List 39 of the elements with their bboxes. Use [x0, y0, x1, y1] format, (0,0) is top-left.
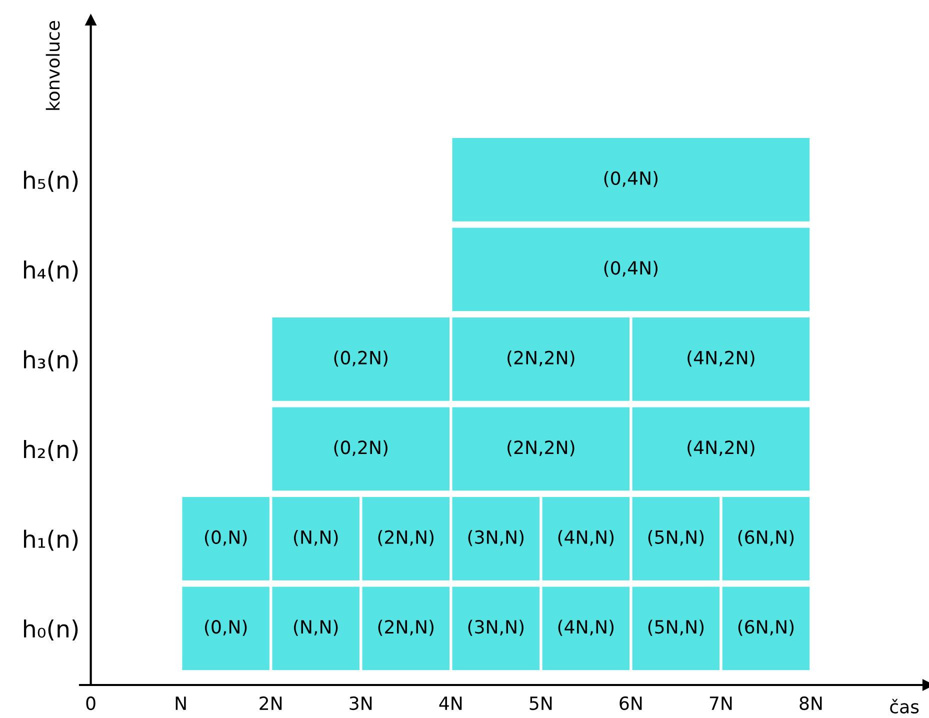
annotation: (4N,2N) — [688, 350, 754, 367]
x-tick-label: 6N — [620, 696, 642, 710]
annotation: (5N,N) — [648, 620, 704, 636]
x-tick-label: 2N — [260, 696, 282, 710]
y-tick-label: h₀(n) — [24, 619, 78, 641]
annotation: (5N,N) — [648, 530, 704, 546]
x-tick-label: 4N — [439, 696, 462, 710]
annotation: (0,2N) — [334, 440, 388, 456]
y-tick-label: h₄(n) — [24, 260, 78, 282]
x-tick-label: 3N — [350, 696, 372, 710]
x-tick-label: 8N — [800, 696, 822, 710]
y-tick-label: h₁(n) — [24, 530, 78, 551]
annotation: (6N,N) — [738, 620, 794, 636]
annotation: (0,2N) — [334, 350, 388, 367]
x-axis-title: čas — [890, 698, 919, 714]
annotation: (4N,N) — [558, 620, 614, 636]
annotation: (0,N) — [204, 530, 247, 546]
annotation: (6N,N) — [738, 530, 794, 546]
y-tick-label: h₃(n) — [24, 350, 78, 372]
y-axis-title: konvoluce — [46, 20, 60, 110]
annotation: (3N,N) — [468, 530, 524, 546]
y-tick-label: h₅(n) — [24, 170, 78, 192]
annotation: (N,N) — [294, 530, 338, 546]
annotation: (2N,2N) — [508, 350, 574, 367]
x-tick-label: 5N — [530, 696, 552, 710]
annotation: (2N,2N) — [508, 440, 574, 456]
y-tick-label: h₂(n) — [24, 440, 78, 462]
annotation: (4N,N) — [558, 530, 614, 546]
annotation: (0,4N) — [604, 171, 658, 188]
annotation: (3N,N) — [468, 620, 524, 636]
annotation: (4N,2N) — [688, 440, 754, 456]
x-tick-label: 7N — [710, 696, 732, 710]
x-tick-label: 0 — [86, 696, 96, 710]
annotation: (0,4N) — [604, 260, 658, 277]
annotation: (0,N) — [204, 620, 247, 636]
x-tick-label: N — [176, 696, 186, 710]
annotation: (2N,N) — [378, 530, 434, 546]
annotation: (N,N) — [294, 620, 338, 636]
annotation: (2N,N) — [378, 620, 434, 636]
